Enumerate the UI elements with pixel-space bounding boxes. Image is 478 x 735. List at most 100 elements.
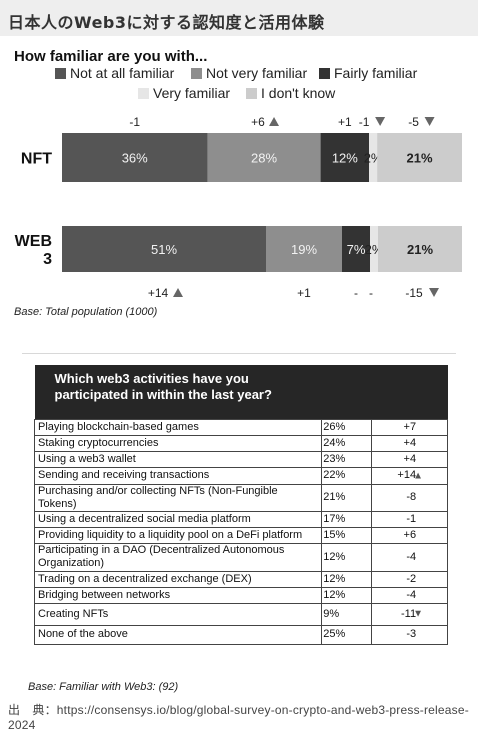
legend-swatch	[246, 88, 257, 99]
triangle-down-icon	[375, 117, 386, 126]
percent-cell: 15%	[321, 526, 373, 544]
activity-cell: Purchasing and/or collecting NFTs (Non-F…	[33, 483, 323, 512]
legend-swatch	[319, 68, 330, 79]
table-row: Providing liquidity to a liquidity pool …	[33, 526, 448, 544]
change-cell: -11 ▼	[371, 602, 448, 626]
change-value: +4	[403, 436, 417, 449]
triangle-down-icon	[424, 117, 435, 126]
category-label: NFT	[21, 151, 52, 168]
table-row: Staking cryptocurrencies 24% +4	[33, 434, 448, 452]
bar-segment	[370, 226, 378, 272]
activity-cell: Using a web3 wallet	[33, 450, 323, 468]
table-header-blank	[321, 365, 448, 419]
change-cell: -4	[371, 542, 448, 572]
change-value: +14	[397, 469, 417, 481]
change-cell: +6	[371, 526, 448, 544]
source-citation: 出 典：https://consensys.io/blog/global-sur…	[8, 703, 469, 732]
change-value: -4	[406, 588, 417, 601]
change-cell: -3	[371, 624, 448, 645]
change-value: -1	[406, 512, 417, 525]
legend-label: Not at all familiar	[70, 65, 175, 81]
change-label: +1	[297, 286, 311, 300]
change-value: -3	[406, 628, 417, 640]
data-label: 21%	[407, 151, 433, 166]
activity-cell: Using a decentralized social media platf…	[33, 510, 323, 528]
activity-cell: Sending and receiving transactions	[33, 466, 323, 485]
bar-segment	[62, 133, 208, 182]
change-label: -1	[359, 115, 370, 129]
table-header: Which web3 activities have you participa…	[34, 365, 322, 419]
category-label: 3	[43, 251, 52, 268]
change-label: -5	[408, 115, 419, 129]
table-row: Using a web3 wallet 23% +4	[33, 450, 448, 468]
change-value: +7	[403, 420, 417, 433]
bar-segment	[266, 226, 342, 272]
legend-label: Fairly familiar	[334, 65, 418, 81]
bar-segment	[369, 133, 378, 182]
data-label: 21%	[407, 242, 433, 257]
data-label: 19%	[291, 242, 317, 257]
chart-title: How familiar are you with...	[14, 48, 208, 65]
change-value: -8	[406, 491, 417, 503]
change-value: -2	[406, 572, 417, 585]
percent-cell: 17%	[321, 510, 373, 528]
percent-cell: 23%	[321, 450, 373, 468]
triangle-down-icon: ▼	[413, 608, 423, 620]
table-row: Bridging between networks 12% -4	[33, 586, 448, 604]
category-label: WEB	[15, 233, 52, 250]
bar-segment	[320, 133, 370, 182]
activity-cell: Bridging between networks	[33, 586, 323, 604]
table-row: None of the above 25% -3	[33, 624, 448, 645]
triangle-up-icon	[269, 117, 280, 126]
table-row: Creating NFTs 9% -11 ▼	[33, 602, 448, 626]
table-header-row: Which web3 activities have you participa…	[34, 365, 448, 419]
legend-swatch	[138, 88, 149, 99]
change-value: +4	[403, 452, 417, 465]
table-row: Using a decentralized social media platf…	[33, 510, 448, 528]
chart-base-note: Base: Total population (1000)	[14, 306, 158, 318]
percent-cell: 21%	[321, 483, 373, 512]
percent-cell: 25%	[321, 624, 373, 645]
percent-cell: 22%	[321, 466, 373, 485]
change-label: +14	[148, 286, 169, 300]
change-cell: -4	[371, 586, 448, 604]
change-label: -1	[129, 115, 140, 129]
table-row: Trading on a decentralized exchange (DEX…	[33, 570, 448, 588]
change-label: -	[369, 286, 373, 300]
legend-label: I don't know	[261, 85, 336, 101]
data-label: 28%	[251, 151, 277, 166]
change-label: -15	[405, 286, 423, 300]
table-base-note: Base: Familiar with Web3: (92)	[28, 681, 179, 693]
change-cell: -2	[371, 570, 448, 588]
data-label: 7%	[347, 242, 366, 257]
bar-segment	[207, 133, 321, 182]
percent-cell: 12%	[321, 542, 373, 572]
table-row: Sending and receiving transactions 22% +14…	[33, 466, 448, 485]
legend-swatch	[191, 68, 202, 79]
change-cell: -1	[371, 510, 448, 528]
activity-cell: None of the above	[33, 624, 323, 645]
percent-cell: 9%	[321, 602, 373, 626]
bar-segment	[377, 133, 462, 182]
activity-cell: Playing blockchain-based games	[33, 418, 323, 436]
triangle-down-icon	[429, 288, 439, 297]
change-value: -4	[406, 550, 417, 563]
percent-cell: 12%	[321, 570, 373, 588]
activities-table: Which web3 activities have you participa…	[33, 365, 448, 645]
activity-cell: Staking cryptocurrencies	[33, 434, 323, 452]
change-value: +6	[403, 528, 417, 541]
change-label: +6	[251, 115, 265, 129]
percent-cell: 24%	[321, 434, 373, 452]
activity-cell: Participating in a DAO (Decentralized Au…	[33, 542, 323, 572]
data-label: 36%	[122, 151, 148, 166]
data-label: 12%	[332, 151, 358, 166]
bar-segment	[342, 226, 370, 272]
change-cell: -8	[371, 483, 448, 512]
bar-segment	[378, 226, 462, 272]
percent-cell: 12%	[321, 586, 373, 604]
legend-label: Very familiar	[153, 85, 230, 101]
change-cell: +4	[371, 450, 448, 468]
change-label: +1	[338, 115, 352, 129]
bar-segment	[62, 226, 266, 272]
percent-cell: 26%	[321, 418, 373, 436]
